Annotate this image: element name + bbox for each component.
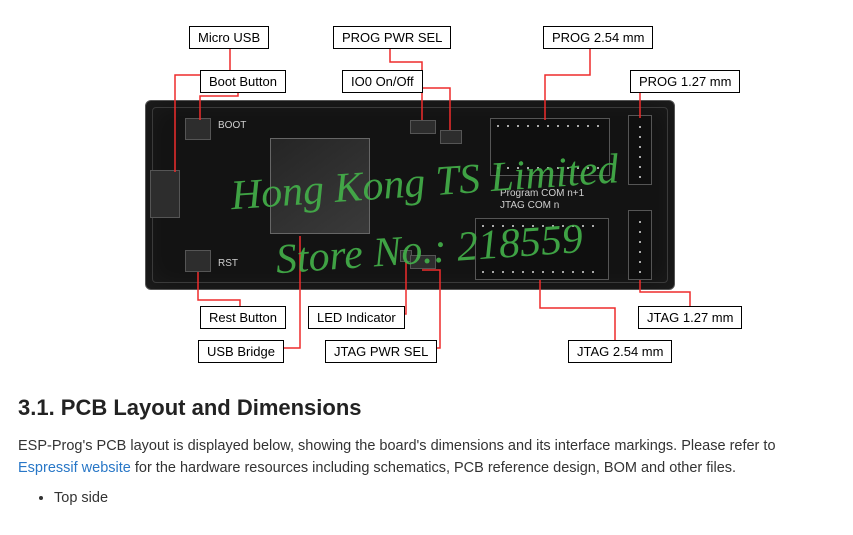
callout-rest-button: Rest Button (200, 306, 286, 329)
section-heading: 3.1. PCB Layout and Dimensions (18, 395, 835, 421)
silkscreen-text: RST (218, 258, 238, 269)
jtag-254 (475, 218, 609, 280)
callout-prog-pwr-sel: PROG PWR SEL (333, 26, 451, 49)
callout-prog-254: PROG 2.54 mm (543, 26, 653, 49)
annotated-figure: BOOT RST Program COM n+1JTAG COM n Micro U… (0, 0, 853, 380)
callout-micro-usb: Micro USB (189, 26, 269, 49)
usb-bridge-chip (270, 138, 370, 234)
paragraph-post: for the hardware resources including sch… (131, 460, 736, 476)
prog-254 (490, 118, 610, 176)
jtag-pwr-sel (410, 255, 436, 269)
micro-usb-port (150, 170, 180, 218)
boot-button (185, 118, 211, 140)
callout-jtag-127: JTAG 1.27 mm (638, 306, 742, 329)
bullet-list: Top side (54, 490, 835, 506)
section-paragraph: ESP-Prog's PCB layout is displayed below… (18, 435, 835, 480)
paragraph-pre: ESP-Prog's PCB layout is displayed below… (18, 438, 776, 454)
body-content: 3.1. PCB Layout and Dimensions ESP-Prog'… (18, 395, 835, 506)
callout-boot-button: Boot Button (200, 70, 286, 93)
callout-io0-onoff: IO0 On/Off (342, 70, 423, 93)
silkscreen-text: Program COM n+1 (500, 188, 584, 199)
callout-usb-bridge: USB Bridge (198, 340, 284, 363)
rest-button (185, 250, 211, 272)
bullet-top-side: Top side (54, 490, 835, 506)
prog-pwr-sel (410, 120, 436, 134)
silkscreen-text: JTAG COM n (500, 200, 559, 211)
callout-jtag-pwr-sel: JTAG PWR SEL (325, 340, 437, 363)
silkscreen-text: BOOT (218, 120, 246, 131)
jtag-127 (628, 210, 652, 280)
callout-jtag-254: JTAG 2.54 mm (568, 340, 672, 363)
espressif-link[interactable]: Espressif website (18, 460, 131, 476)
io0-onoff (440, 130, 462, 144)
callout-led-indicator: LED Indicator (308, 306, 405, 329)
prog-127 (628, 115, 652, 185)
callout-prog-127: PROG 1.27 mm (630, 70, 740, 93)
